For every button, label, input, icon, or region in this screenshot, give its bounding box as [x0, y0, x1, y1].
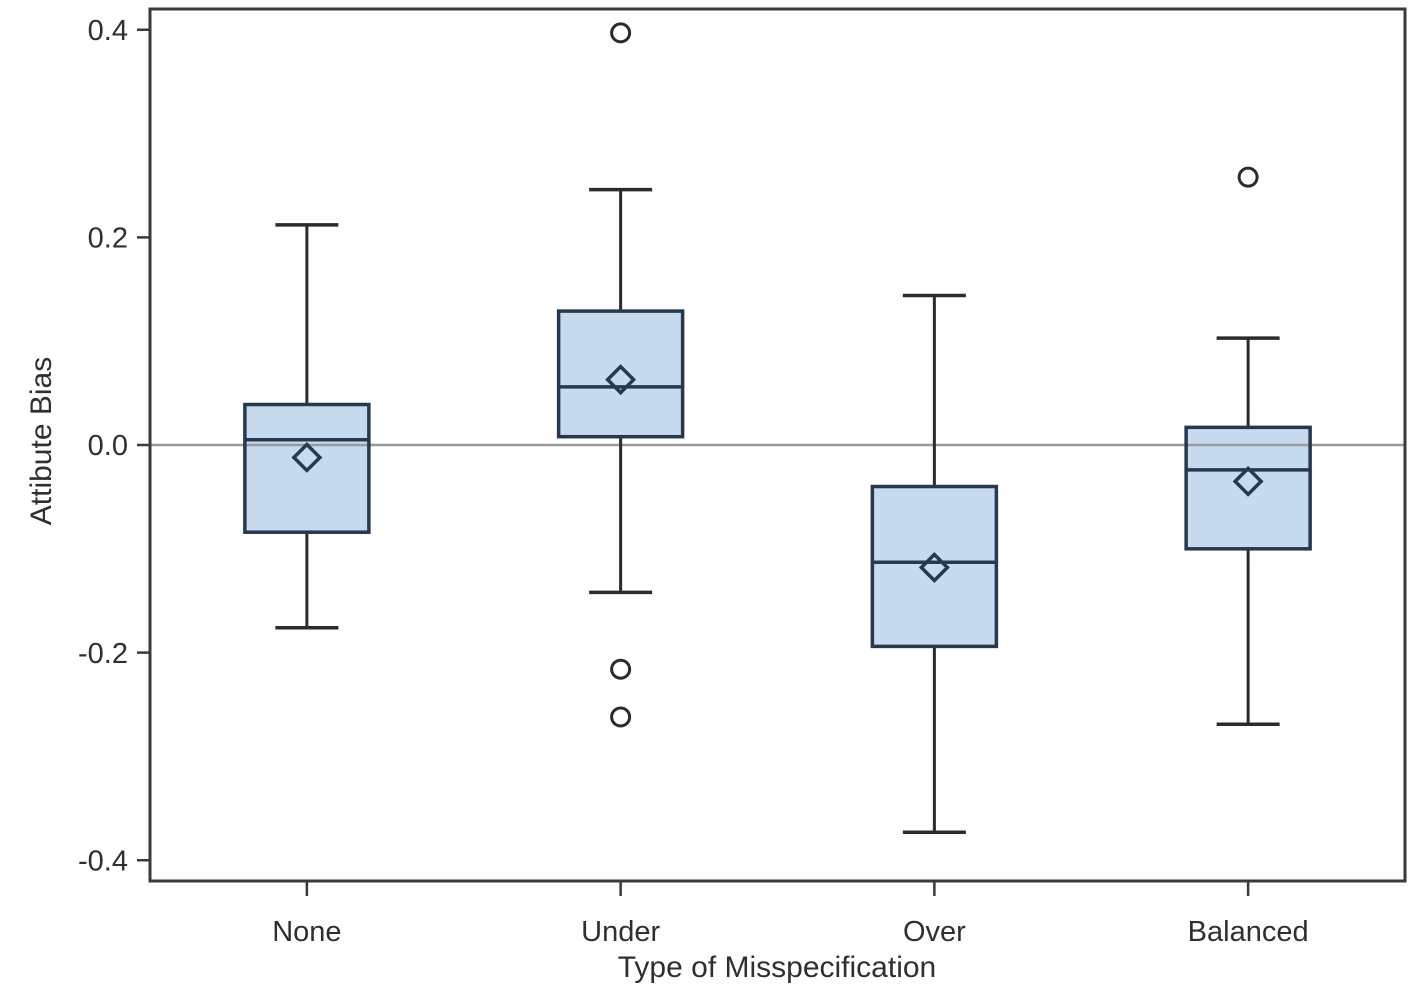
mean-diamond-over: [918, 552, 950, 583]
outlier-balanced-0: [1237, 166, 1259, 188]
box-outline-balanced: [1184, 425, 1312, 551]
mean-diamond-none: [291, 441, 323, 473]
y-tick-label-4: -0.4: [78, 845, 128, 877]
y-tick-label-3: -0.2: [78, 638, 128, 670]
box-fill-over: [872, 486, 997, 647]
x-category-label-over: Over: [903, 916, 966, 948]
box-fill-balanced: [1186, 427, 1311, 549]
box-fill-under: [558, 311, 683, 437]
box-outline-under: [556, 309, 685, 439]
x-category-label-balanced: Balanced: [1188, 916, 1309, 948]
outlier-under-1: [610, 658, 632, 680]
x-category-label-none: None: [272, 916, 341, 948]
x-category-label-under: Under: [581, 916, 660, 948]
outlier-under-2: [610, 706, 632, 728]
y-tick-label-1: 0.2: [88, 223, 128, 255]
box-outline-none: [243, 402, 371, 534]
y-tick-label-2: 0.0: [88, 430, 128, 462]
box-outline-over: [870, 484, 999, 649]
y-tick-label-0: 0.4: [88, 15, 128, 47]
mean-diamond-balanced: [1232, 465, 1264, 497]
outlier-under-0: [610, 22, 632, 44]
mean-diamond-under: [605, 364, 637, 396]
x-axis-title: Type of Misspecification: [617, 951, 937, 984]
y-axis-title: Attibute Bias: [25, 356, 58, 526]
